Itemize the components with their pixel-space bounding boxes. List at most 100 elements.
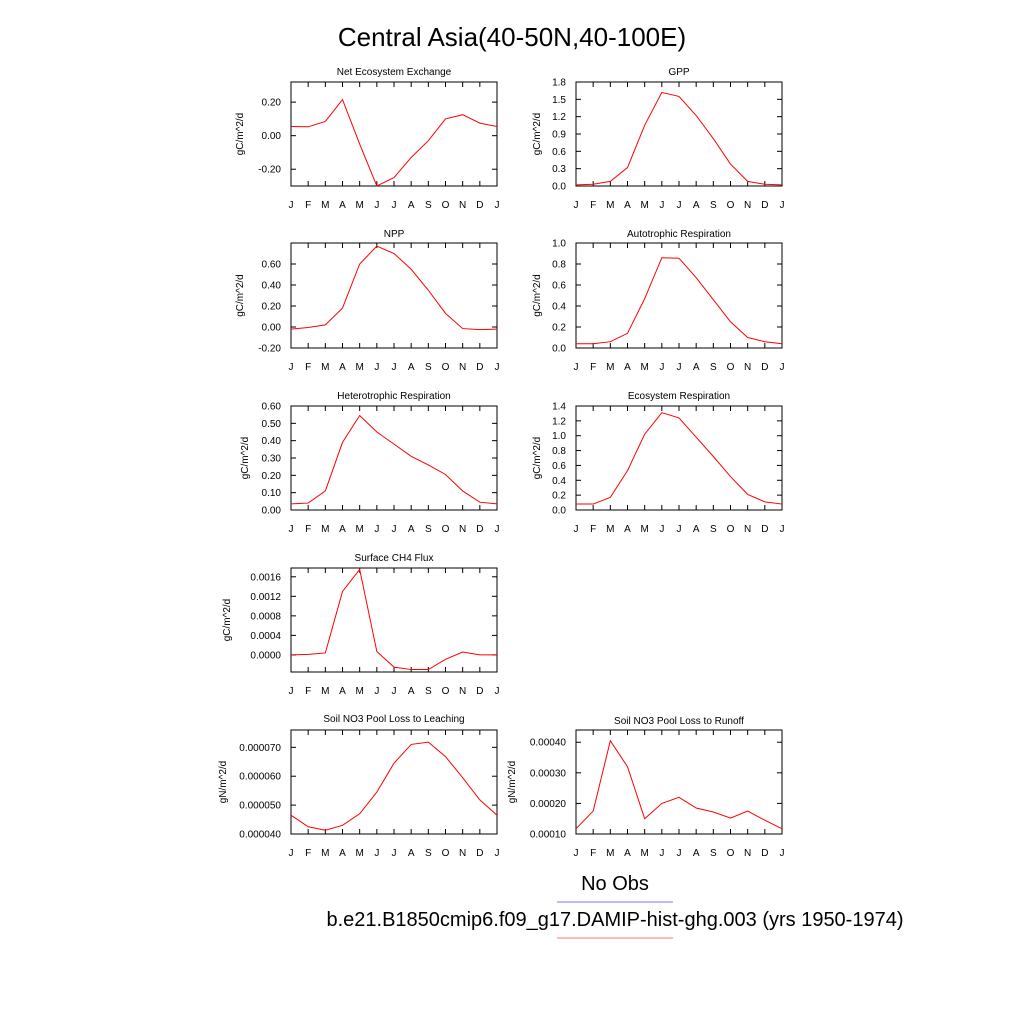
y-tick-label: 0.20	[262, 302, 282, 313]
x-tick-label: S	[710, 200, 717, 211]
panel-title: NPP	[384, 229, 405, 240]
x-tick-label: N	[744, 524, 751, 535]
x-tick-label: M	[321, 524, 329, 535]
x-tick-label: J	[574, 524, 579, 535]
panel-title: Surface CH4 Flux	[355, 553, 434, 564]
y-tick-label: 0.0016	[250, 572, 281, 583]
y-axis-label: gN/m^2/d	[218, 761, 229, 804]
x-tick-label: O	[442, 848, 450, 859]
y-tick-label: 0.40	[262, 436, 282, 447]
y-tick-label: 0.9	[552, 130, 566, 141]
panel-title: Net Ecosystem Exchange	[337, 67, 452, 78]
x-tick-label: J	[495, 848, 500, 859]
figure-title: Central Asia(40-50N,40-100E)	[338, 22, 686, 52]
plot-frame	[575, 729, 783, 835]
x-tick-label: S	[710, 524, 717, 535]
y-tick-label: 0.0	[552, 344, 566, 355]
x-tick-label: M	[355, 848, 363, 859]
x-tick-label: N	[459, 848, 466, 859]
x-tick-label: M	[355, 362, 363, 373]
y-tick-label: 1.2	[552, 112, 566, 123]
y-tick-label: 0.000060	[239, 772, 281, 783]
x-tick-label: O	[442, 686, 450, 697]
y-axis-label: gC/m^2/d	[235, 274, 246, 317]
y-tick-label: 0.40	[262, 281, 282, 292]
x-tick-label: J	[392, 848, 397, 859]
x-tick-label: F	[305, 524, 311, 535]
y-tick-label: 0.00040	[530, 738, 567, 749]
x-tick-label: S	[425, 686, 432, 697]
x-tick-label: N	[744, 848, 751, 859]
x-tick-label: J	[574, 200, 579, 211]
x-tick-label: J	[677, 200, 682, 211]
y-tick-label: 0.60	[262, 402, 282, 413]
y-tick-label: 0.50	[262, 419, 282, 430]
y-axis-label: gC/m^2/d	[532, 113, 543, 156]
y-tick-label: 0.8	[552, 446, 566, 457]
y-axis-label: gC/m^2/d	[532, 437, 543, 480]
y-tick-label: 1.8	[552, 78, 566, 89]
x-tick-label: J	[392, 200, 397, 211]
x-tick-label: A	[624, 524, 631, 535]
y-tick-label: 0.2	[552, 323, 566, 334]
x-tick-label: D	[476, 686, 483, 697]
x-tick-label: A	[408, 362, 415, 373]
series-line	[575, 91, 783, 186]
y-tick-label: 0.20	[262, 471, 282, 482]
figure-legend: No Obs b.e21.B1850cmip6.f09_g17.DAMIP-hi…	[326, 873, 904, 939]
x-tick-label: M	[355, 200, 363, 211]
y-tick-label: 0.00020	[530, 799, 567, 810]
y-tick-label: 0.00	[262, 506, 282, 517]
x-tick-label: M	[321, 686, 329, 697]
x-tick-label: J	[374, 362, 379, 373]
x-tick-label: O	[442, 200, 450, 211]
x-tick-label: F	[305, 200, 311, 211]
x-tick-label: J	[495, 362, 500, 373]
x-tick-label: S	[710, 362, 717, 373]
x-tick-label: M	[640, 200, 648, 211]
y-tick-label: 0.00010	[530, 830, 567, 841]
y-tick-label: 0.000070	[239, 743, 281, 754]
plot-frame	[290, 567, 498, 673]
y-tick-label: 0.2	[552, 491, 566, 502]
x-tick-label: J	[374, 686, 379, 697]
series-line	[290, 568, 497, 671]
legend-label-obs: No Obs	[581, 873, 649, 895]
series-line	[290, 98, 498, 187]
y-axis-label: gC/m^2/d	[532, 274, 543, 317]
y-tick-label: 0.10	[262, 488, 282, 499]
x-tick-label: F	[590, 848, 596, 859]
series-line	[576, 412, 783, 505]
y-tick-label: 0.6	[552, 281, 566, 292]
x-tick-label: N	[744, 200, 751, 211]
x-tick-label: M	[606, 200, 614, 211]
x-tick-label: M	[355, 524, 363, 535]
x-tick-label: A	[693, 362, 700, 373]
y-axis-label: gN/m^2/d	[507, 761, 518, 804]
x-tick-label: F	[305, 362, 311, 373]
series-line	[290, 414, 498, 505]
x-tick-label: M	[321, 848, 329, 859]
y-tick-label: 0.6	[552, 461, 566, 472]
x-tick-label: D	[761, 524, 768, 535]
x-tick-label: D	[476, 362, 483, 373]
x-tick-label: J	[495, 200, 500, 211]
x-tick-label: N	[744, 362, 751, 373]
series-line	[290, 245, 498, 331]
x-tick-label: S	[425, 200, 432, 211]
y-axis-label: gC/m^2/d	[222, 599, 233, 642]
series-line	[575, 739, 783, 830]
x-tick-label: O	[727, 362, 735, 373]
x-tick-label: D	[761, 362, 768, 373]
x-tick-label: J	[495, 524, 500, 535]
plot-frame	[575, 81, 783, 187]
x-tick-label: A	[693, 200, 700, 211]
series-line	[576, 257, 783, 345]
y-tick-label: 0.0000	[250, 650, 281, 661]
